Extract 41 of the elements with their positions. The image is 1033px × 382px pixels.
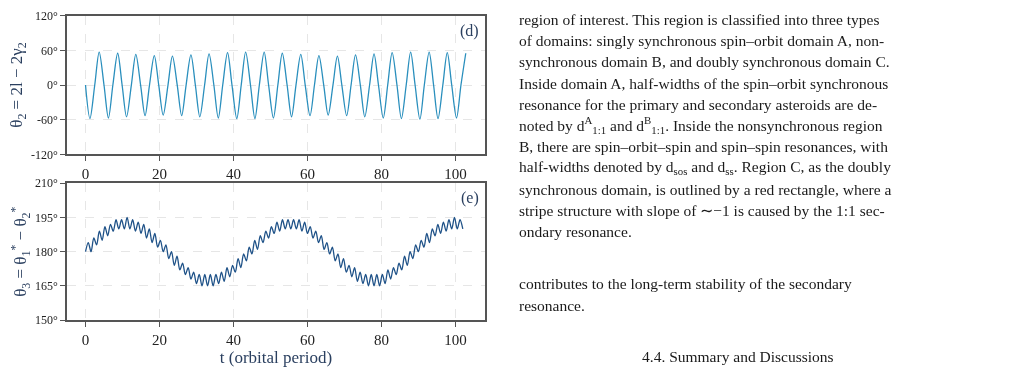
- y-tick-label: 120°: [35, 8, 59, 23]
- text: synchronous domain, is outlined by a red rectangle, where a: [519, 181, 892, 198]
- line-series: [84, 216, 464, 287]
- text: resonance.: [519, 297, 585, 314]
- text: synchronous domain B, and doubly synchronous domain C.: [519, 53, 890, 70]
- text: region of interest. This region is classified into three types: [519, 11, 880, 28]
- y-tick-label: -120°: [31, 147, 59, 162]
- y-tick-label: 165°: [35, 279, 59, 294]
- annotation: (d): [460, 22, 479, 40]
- x-tick-label: 40: [225, 166, 241, 183]
- x-tick-label: 20: [151, 166, 167, 183]
- text: noted by d$^{A}$$_{1:1}$ and d$^{B}$$_{1:1}$. Inside the nonsynchronous region: [519, 114, 883, 136]
- x-tick-label: 60: [299, 166, 315, 183]
- annotation: (e): [461, 189, 479, 207]
- x-tick-label: 0: [81, 331, 90, 348]
- x-tick-label: 80: [373, 331, 389, 348]
- text: B, there are spin–orbit–spin and spin–spin resonances, with: [519, 138, 889, 155]
- x-tick-label: 100: [444, 331, 467, 348]
- text: resonance for the primary and secondary asteroids are de-: [519, 96, 878, 113]
- y-tick-label: 195°: [35, 210, 59, 225]
- text: of domains: singly synchronous spin–orbit domain A, non-: [519, 32, 885, 49]
- line-series: [84, 51, 467, 120]
- y-tick-label: 0°: [47, 78, 59, 93]
- text: ondary resonance.: [519, 223, 632, 240]
- y-tick-label: 180°: [35, 244, 59, 259]
- x-tick-label: 20: [151, 331, 167, 348]
- x-tick-label: 80: [373, 166, 389, 183]
- text: contributes to the long-term stability of the secondary: [519, 275, 852, 292]
- text: stripe structure with slope of ∼−1 is caused by the 1:1 sec-: [519, 202, 885, 219]
- x-axis-title: t (orbital period): [219, 347, 333, 367]
- x-tick-label: 100: [444, 166, 467, 183]
- x-tick-label: 60: [299, 331, 315, 348]
- x-tick-label: 40: [225, 331, 241, 348]
- text: 4.4. Summary and Discussions: [642, 348, 834, 365]
- y-tick-label: 150°: [35, 313, 59, 328]
- text: Inside domain A, half-widths of the spin–orbit synchronous: [519, 75, 889, 92]
- y-tick-label: 60°: [41, 43, 59, 58]
- y-tick-label: 210°: [35, 176, 59, 191]
- y-tick-label: -60°: [37, 112, 59, 127]
- text: half-widths denoted by d$_{sos}$ and d$_{ss}$. Region C, as the doubly: [519, 158, 892, 178]
- x-tick-label: 0: [81, 166, 90, 183]
